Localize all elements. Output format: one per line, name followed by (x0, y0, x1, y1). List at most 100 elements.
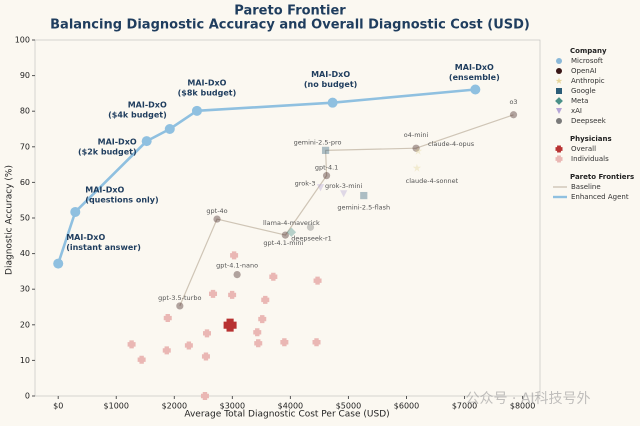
model-point (412, 144, 420, 152)
model-label: gpt-4.1-mini (263, 239, 303, 247)
y-tick-label: 0 (25, 392, 30, 401)
physician-individual (228, 290, 237, 299)
physician-individual (261, 295, 270, 304)
agent-label: MAI-DxO (66, 233, 105, 242)
model-label: claude-4-opus (428, 140, 475, 148)
y-axis-label: Diagnostic Accuracy (%) (5, 165, 15, 275)
agent-label: MAI-DxO (311, 70, 350, 79)
physician-individual (269, 272, 278, 281)
agent-label: (instant answer) (66, 243, 141, 252)
x-tick-label: $7000 (452, 402, 477, 411)
legend-marker (556, 88, 562, 94)
model-point (412, 163, 422, 172)
legend-label: Baseline (571, 183, 601, 191)
model-point (176, 302, 184, 310)
model-label: gemini-2.5-flash (337, 204, 390, 212)
y-tick-label: 50 (20, 214, 30, 223)
model-point (321, 146, 330, 154)
model-point (286, 227, 297, 237)
model-label: o4-mini (404, 131, 429, 139)
legend-marker (555, 97, 563, 105)
agent-label: (no budget) (304, 80, 357, 89)
physician-individual (254, 339, 263, 348)
x-tick-label: $8000 (510, 402, 535, 411)
model-point (233, 271, 241, 279)
model-point (306, 223, 315, 231)
physician-individual (184, 341, 193, 350)
legend-label: Microsoft (571, 57, 603, 65)
physician-individual (163, 314, 172, 323)
physician-individual (209, 289, 218, 298)
physician-individual (253, 328, 262, 337)
legend-marker (556, 68, 562, 74)
y-tick-label: 70 (20, 142, 30, 151)
agent-point (470, 84, 481, 95)
model-label: gpt-4o (206, 207, 227, 215)
y-tick-label: 20 (20, 320, 30, 329)
y-tick-label: 100 (15, 36, 30, 45)
legend-label: Anthropic (571, 77, 605, 85)
model-point (509, 111, 518, 119)
model-label: gpt-3.5-turbo (158, 294, 201, 302)
agent-label: MAI-DxO (98, 138, 137, 147)
x-tick-label: $2000 (162, 402, 187, 411)
x-tick-label: $4000 (278, 402, 303, 411)
x-tick-label: $5000 (336, 402, 361, 411)
model-point (360, 191, 368, 200)
physician-overall (223, 318, 237, 332)
agent-point (141, 136, 152, 147)
legend-marker (555, 77, 563, 84)
model-label: llama-4-maverick (263, 219, 320, 227)
agent-point (327, 97, 338, 108)
agent-label: MAI-DxO (187, 78, 226, 87)
chart-subtitle: Balancing Diagnostic Accuracy and Overal… (50, 18, 530, 33)
y-tick-label: 60 (20, 178, 30, 187)
legend-label: Google (571, 87, 596, 95)
agent-label: (ensemble) (449, 73, 500, 82)
physician-individual (202, 329, 211, 338)
legend-marker (555, 155, 563, 163)
model-point (316, 184, 325, 192)
physician-individual (137, 355, 146, 364)
physician-individual (280, 338, 289, 347)
physician-individual (200, 392, 209, 400)
physician-individual (313, 276, 322, 285)
physician-individual (127, 340, 136, 349)
legend-title: Pareto Frontiers (570, 173, 634, 181)
model-point (281, 231, 289, 239)
frontier-line (179, 114, 514, 307)
physician-individual (312, 338, 321, 347)
agent-label: ($2k budget) (78, 148, 137, 157)
legend-marker (556, 58, 562, 64)
x-tick-label: $0 (53, 402, 63, 411)
legend-label: OpenAI (571, 67, 597, 75)
legend-marker (556, 118, 562, 124)
legend-label: xAI (571, 107, 582, 115)
agent-point (191, 105, 202, 116)
agent-label: MAI-DxO (455, 63, 494, 72)
y-tick-label: 40 (20, 249, 30, 258)
chart-title: Pareto Frontier (234, 4, 346, 19)
model-point (340, 190, 348, 198)
physician-individual (258, 315, 267, 324)
agent-point (164, 124, 175, 134)
y-tick-label: 30 (20, 285, 30, 294)
model-label: gpt-4.1 (315, 164, 338, 172)
model-point (213, 215, 221, 223)
agent-label: MAI-DxO (128, 101, 167, 110)
model-label: o3 (509, 98, 517, 106)
model-label: deepseek-r1 (291, 234, 332, 242)
x-axis-label: Average Total Diagnostic Cost Per Case (… (184, 410, 389, 420)
model-point (414, 146, 423, 155)
agent-point (53, 258, 64, 269)
model-point (322, 172, 331, 180)
legend-label: Overall (571, 145, 596, 153)
agent-label: MAI-DxO (85, 185, 124, 194)
y-tick-label: 10 (20, 356, 30, 365)
legend-label: Individuals (571, 155, 609, 163)
x-tick-label: $3000 (220, 402, 245, 411)
legend-title: Physicians (570, 135, 612, 143)
model-label: gpt-4.1-nano (216, 262, 258, 270)
agent-label: ($4k budget) (108, 111, 167, 120)
